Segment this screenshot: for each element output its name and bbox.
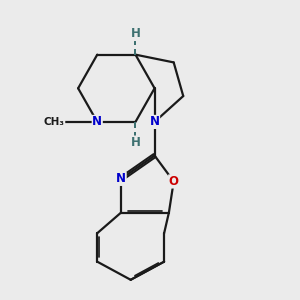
Text: CH₃: CH₃ bbox=[44, 117, 65, 127]
Text: H: H bbox=[130, 136, 140, 149]
Text: N: N bbox=[92, 116, 102, 128]
Text: N: N bbox=[116, 172, 126, 185]
Text: N: N bbox=[150, 116, 160, 128]
Text: O: O bbox=[169, 175, 179, 188]
Text: H: H bbox=[130, 27, 140, 40]
